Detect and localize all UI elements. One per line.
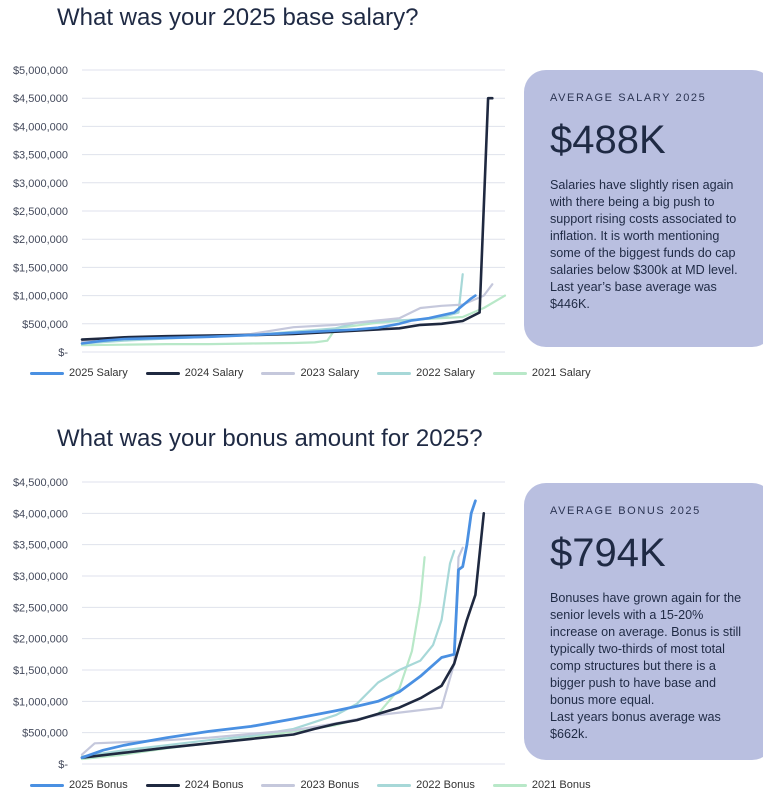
legend-item: 2021 Bonus (492, 779, 591, 791)
legend-label: 2025 Bonus (69, 779, 128, 791)
series-line-2021-salary (80, 294, 507, 347)
y-tick-label: $1,500,000 (13, 665, 68, 677)
y-tick-label: $1,000,000 (13, 696, 68, 708)
legend-item: 2024 Bonus (145, 779, 244, 791)
y-tick-label: $3,500,000 (13, 540, 68, 552)
legend-label: 2022 Salary (416, 367, 475, 379)
average-bonus-value: $794K (550, 531, 666, 575)
legend-item: 2023 Bonus (261, 779, 359, 791)
series-line-2022-bonus (80, 549, 456, 758)
legend-label: 2023 Salary (300, 367, 360, 379)
legend-label: 2022 Bonus (416, 779, 475, 791)
y-tick-label: $3,000,000 (13, 178, 68, 190)
bonus-chart-legend: 2025 Bonus 2024 Bonus 2023 Bonus 2022 Bonus… (30, 779, 609, 791)
legend-label: 2021 Bonus (531, 779, 591, 791)
legend-item: 2025 Bonus (30, 779, 128, 791)
y-tick-label: $2,000,000 (13, 234, 68, 246)
legend-label: 2021 Salary (531, 367, 591, 379)
series-line-2024-salary (80, 96, 494, 341)
legend-swatch (145, 371, 180, 375)
bonus-line-chart: $- $500,000 $1,000,000 $1,500,000 $2,000,000… (13, 477, 505, 771)
legend-item: 2022 Salary (377, 367, 475, 379)
legend-swatch (261, 371, 296, 375)
salary-commentary: Salaries have slightly risen again with … (550, 178, 738, 311)
legend-swatch (492, 783, 527, 787)
bonus-section-title: What was your bonus amount for 2025? (57, 425, 483, 452)
average-salary-card: AVERAGE SALARY 2025 $488K Salaries have … (524, 70, 763, 347)
legend-label: 2023 Bonus (300, 779, 360, 791)
legend-swatch (30, 783, 64, 787)
salary-chart-legend: 2025 Salary 2024 Salary 2023 Salary 2022 Sa… (30, 367, 609, 379)
legend-label: 2024 Bonus (184, 779, 244, 791)
y-tick-label: $500,000 (22, 319, 68, 331)
legend-swatch (261, 783, 296, 787)
legend-swatch (30, 371, 64, 375)
legend-swatch (492, 371, 527, 375)
y-tick-label: $2,500,000 (13, 206, 68, 218)
y-tick-label: $4,500,000 (13, 93, 68, 105)
y-tick-label: $- (58, 347, 68, 359)
average-bonus-label: AVERAGE BONUS 2025 (550, 505, 701, 517)
salary-section-title: What was your 2025 base salary? (57, 4, 419, 31)
y-tick-label: $1,500,000 (13, 262, 68, 274)
y-tick-label: $- (58, 759, 68, 771)
y-tick-label: $1,000,000 (13, 291, 68, 303)
y-tick-label: $3,000,000 (13, 571, 68, 583)
legend-label: 2024 Salary (184, 367, 244, 379)
legend-item: 2024 Salary (145, 367, 244, 379)
y-tick-label: $3,500,000 (13, 150, 68, 162)
average-bonus-card: AVERAGE BONUS 2025 $794K Bonuses have gr… (524, 483, 763, 760)
legend-item: 2023 Salary (261, 367, 359, 379)
average-salary-label: AVERAGE SALARY 2025 (550, 92, 707, 104)
legend-swatch (145, 783, 180, 787)
series-line-2025-salary (80, 294, 477, 345)
average-salary-value: $488K (550, 118, 666, 162)
y-tick-label: $500,000 (22, 728, 68, 740)
y-tick-label: $4,500,000 (13, 477, 68, 489)
y-tick-label: $4,000,000 (13, 121, 68, 133)
salary-line-chart: $- $500,000 $1,000,000 $1,500,000 $2,000,000… (13, 65, 507, 359)
legend-label: 2025 Salary (69, 367, 128, 379)
bonus-commentary: Bonuses have grown again for the senior … (550, 591, 742, 741)
series-line-2025-bonus (80, 499, 477, 760)
legend-item: 2022 Bonus (377, 779, 475, 791)
y-tick-label: $4,000,000 (13, 508, 68, 520)
y-tick-label: $2,000,000 (13, 634, 68, 646)
legend-swatch (377, 783, 412, 787)
legend-swatch (377, 371, 412, 375)
legend-item: 2021 Salary (492, 367, 591, 379)
legend-item: 2025 Salary (30, 367, 128, 379)
series-line-2021-bonus (80, 556, 426, 761)
y-tick-label: $2,500,000 (13, 602, 68, 614)
series-line-2024-bonus (80, 511, 486, 760)
y-tick-label: $5,000,000 (13, 65, 68, 77)
